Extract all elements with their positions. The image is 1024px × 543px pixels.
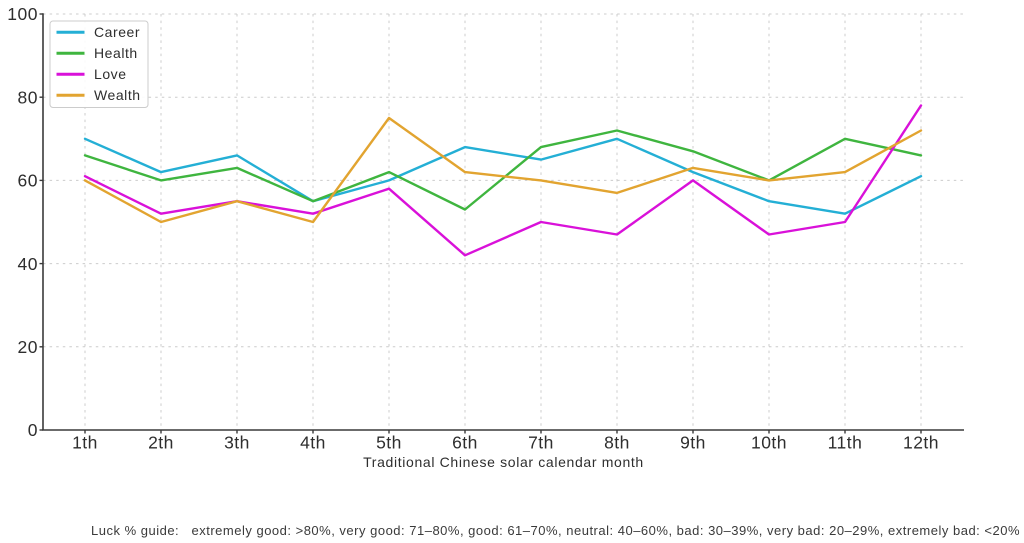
svg-text:Luck % guide: extremely good: Luck % guide: extremely good: >80%, very… (91, 523, 1020, 538)
svg-text:Wealth: Wealth (94, 87, 141, 103)
svg-text:Traditional Chinese solar cale: Traditional Chinese solar calendar month (363, 454, 644, 470)
svg-text:40: 40 (18, 254, 38, 274)
svg-text:0: 0 (28, 420, 38, 440)
svg-text:5th: 5th (376, 433, 402, 453)
svg-text:100: 100 (7, 4, 38, 24)
svg-text:12th: 12th (903, 433, 939, 453)
svg-text:8th: 8th (604, 433, 630, 453)
svg-text:2th: 2th (148, 433, 174, 453)
svg-text:60: 60 (18, 171, 38, 191)
svg-text:9th: 9th (680, 433, 706, 453)
svg-text:11th: 11th (828, 433, 863, 453)
svg-text:Career: Career (94, 24, 140, 40)
svg-text:10th: 10th (751, 433, 787, 453)
svg-text:3th: 3th (224, 433, 250, 453)
svg-text:7th: 7th (528, 433, 554, 453)
svg-text:Health: Health (94, 45, 138, 61)
svg-text:20: 20 (18, 337, 38, 357)
svg-text:1th: 1th (72, 433, 98, 453)
svg-text:6th: 6th (452, 433, 478, 453)
svg-text:Love: Love (94, 66, 127, 82)
svg-text:80: 80 (18, 87, 38, 107)
svg-text:4th: 4th (300, 433, 326, 453)
